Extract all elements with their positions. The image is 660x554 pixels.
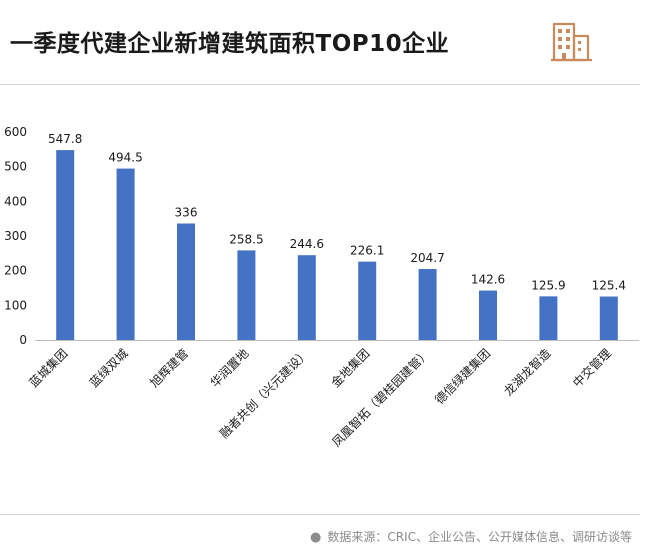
bar-value-label: 226.1 [350,244,384,258]
bullet-icon: ● [310,530,322,545]
bar [237,250,256,340]
bar [539,296,558,340]
bar [358,261,377,340]
bar [177,223,195,340]
data-source-note: ● 数据来源：CRIC、企业公告、公开媒体信息、调研访谈等 [310,528,632,545]
bar [56,150,75,340]
bar-value-label: 336 [175,206,198,220]
category-label: 凤凰智拓（碧桂园建管） [329,346,433,450]
category-label: 中交管理 [569,346,614,391]
y-tick-label: 0 [19,333,27,347]
category-label: 蓝城集团 [26,346,71,391]
bar-chart: 0 100 200 300 400 500 600 547.8 蓝城集团 494.5 蓝绿双城 33… [4,125,639,449]
category-label: 龙湖龙智造 [500,346,553,399]
y-tick-label: 400 [4,194,27,208]
chart-labels: 547.8蓝城集团494.5蓝绿双城336旭辉建管258.5华润置地244.6融… [26,132,626,449]
bar-value-label: 142.6 [471,273,505,287]
category-label: 蓝绿双城 [86,346,131,391]
chart-title: 一季度代建企业新增建筑面积TOP10企业 [10,31,450,57]
chart-bars [56,150,618,340]
bar [418,269,437,340]
category-label: 华润置地 [208,346,252,390]
footer-divider [0,514,640,515]
chart-axes: 0 100 200 300 400 500 600 [4,125,639,347]
category-label: 德信绿建集团 [432,346,494,408]
bar [599,296,618,340]
bar [116,168,135,340]
y-tick-label: 300 [4,229,27,243]
bar-value-label: 494.5 [108,151,142,165]
bar [297,255,316,340]
bar-value-label: 204.7 [410,251,444,265]
y-tick-label: 100 [4,298,27,312]
category-label: 金地集团 [328,346,373,391]
y-tick-label: 200 [4,264,27,278]
bar-value-label: 125.4 [592,279,626,293]
bar-value-label: 258.5 [229,232,263,246]
y-tick-label: 500 [4,160,27,174]
header-divider [0,84,640,85]
y-tick-label: 600 [4,125,27,139]
source-text: 数据来源：CRIC、企业公告、公开媒体信息、调研访谈等 [327,530,632,544]
bar-value-label: 244.6 [290,237,324,251]
bar [479,290,497,340]
building-icon [551,22,592,62]
category-label: 旭辉建管 [147,346,192,391]
bar-value-label: 547.8 [48,132,82,146]
bar-value-label: 125.9 [531,278,565,292]
